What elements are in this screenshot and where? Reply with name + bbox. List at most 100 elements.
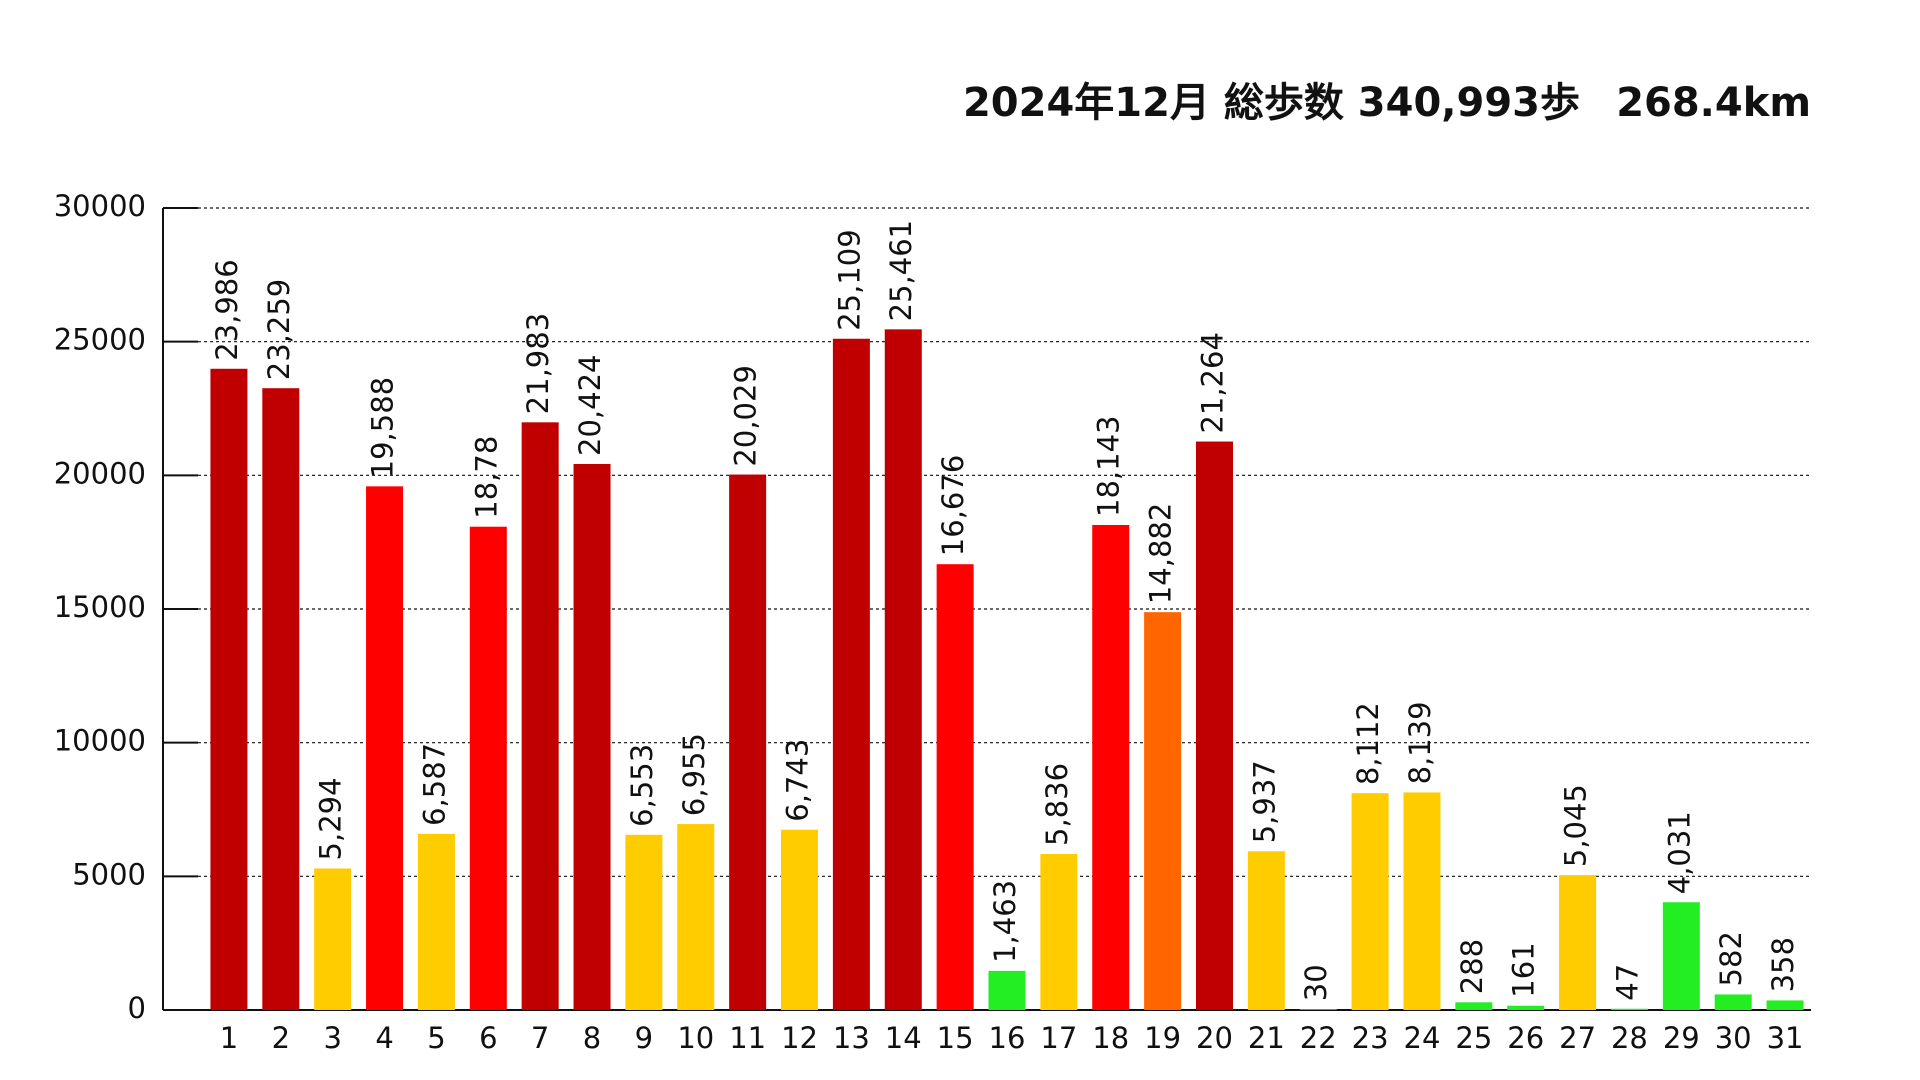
bar	[210, 368, 248, 1010]
bar	[1040, 853, 1078, 1010]
bar	[1610, 1008, 1648, 1010]
bar	[573, 463, 611, 1010]
y-tick-label: 30000	[54, 189, 146, 223]
value-label: 16,676	[936, 455, 970, 556]
value-label: 23,259	[262, 279, 296, 380]
value-label: 5,294	[314, 777, 348, 860]
bar	[936, 564, 974, 1010]
y-tick-label: 10000	[54, 724, 146, 758]
value-label: 8,139	[1403, 701, 1437, 784]
value-label: 6,743	[781, 739, 815, 822]
x-tick-label: 17	[1040, 1021, 1077, 1055]
value-label: 582	[1714, 931, 1748, 986]
x-tick-label: 10	[677, 1021, 714, 1055]
bar	[1351, 793, 1389, 1010]
bar	[1403, 792, 1441, 1010]
bar	[1092, 524, 1130, 1010]
value-label: 288	[1455, 939, 1489, 994]
bar	[1195, 441, 1233, 1011]
chart-subtitle: 268.4km	[1616, 80, 1811, 126]
value-label: 5,836	[1040, 763, 1074, 846]
x-tick-label: 26	[1507, 1021, 1544, 1055]
x-tick-label: 16	[989, 1021, 1026, 1055]
x-tick-label: 12	[781, 1021, 818, 1055]
value-label: 8,112	[1351, 702, 1385, 785]
x-tick-label: 23	[1352, 1021, 1389, 1055]
value-label: 14,882	[1144, 503, 1178, 604]
value-label: 1,463	[988, 880, 1022, 963]
value-label: 6,587	[417, 743, 451, 826]
value-label: 6,955	[677, 733, 711, 816]
value-label: 4,031	[1662, 811, 1696, 894]
value-label: 5,045	[1559, 784, 1593, 867]
x-tick-label: 6	[479, 1021, 497, 1055]
y-tick-label: 0	[128, 991, 146, 1025]
bar	[988, 970, 1026, 1010]
bar	[729, 474, 767, 1010]
value-label: 6,553	[625, 744, 659, 827]
bar	[366, 486, 404, 1010]
x-tick-label: 22	[1300, 1021, 1337, 1055]
value-label: 21,264	[1195, 332, 1229, 433]
bar	[1247, 851, 1285, 1010]
x-tick-label: 5	[427, 1021, 445, 1055]
x-tick-label: 3	[323, 1021, 341, 1055]
value-label: 21,983	[521, 313, 555, 414]
bar	[781, 829, 819, 1010]
bar	[417, 833, 455, 1010]
x-tick-label: 21	[1248, 1021, 1285, 1055]
bar	[1299, 1009, 1337, 1010]
x-tick-label: 2	[272, 1021, 290, 1055]
bar	[1559, 875, 1597, 1010]
x-tick-label: 27	[1559, 1021, 1596, 1055]
value-label: 23,986	[210, 259, 244, 360]
value-label: 5,937	[1247, 760, 1281, 843]
x-tick-label: 1	[220, 1021, 238, 1055]
x-tick-label: 31	[1767, 1021, 1804, 1055]
y-tick-label: 25000	[54, 323, 146, 357]
chart-title: 2024年12月 総歩数 340,993歩	[963, 80, 1580, 126]
x-tick-label: 11	[729, 1021, 766, 1055]
y-tick-label: 15000	[54, 590, 146, 624]
x-tick-label: 25	[1455, 1021, 1492, 1055]
x-tick-label: 8	[583, 1021, 601, 1055]
value-label: 20,424	[573, 355, 607, 456]
x-tick-label: 28	[1611, 1021, 1648, 1055]
x-tick-label: 13	[833, 1021, 870, 1055]
bar	[677, 824, 715, 1010]
x-tick-label: 24	[1404, 1021, 1441, 1055]
x-tick-label: 4	[375, 1021, 393, 1055]
bar	[1714, 994, 1752, 1010]
bar	[1144, 612, 1182, 1010]
value-label: 25,109	[832, 229, 866, 330]
x-tick-label: 9	[635, 1021, 653, 1055]
bar	[262, 388, 300, 1010]
value-label: 161	[1507, 942, 1541, 997]
value-label: 18,143	[1092, 415, 1126, 516]
bar	[469, 526, 507, 1010]
bar	[625, 834, 663, 1010]
bar	[1662, 902, 1700, 1010]
bar	[1455, 1002, 1493, 1010]
value-label: 30	[1299, 964, 1333, 1001]
value-label: 20,029	[729, 365, 763, 466]
x-tick-label: 20	[1196, 1021, 1233, 1055]
bar	[884, 329, 922, 1010]
value-label: 358	[1766, 937, 1800, 992]
bar	[832, 338, 870, 1010]
x-tick-label: 30	[1715, 1021, 1752, 1055]
y-tick-label: 20000	[54, 456, 146, 490]
value-label: 19,588	[366, 377, 400, 478]
value-label: 18,78	[469, 436, 503, 519]
bar	[314, 868, 352, 1010]
bar	[521, 422, 559, 1010]
x-tick-label: 18	[1092, 1021, 1129, 1055]
x-tick-label: 19	[1144, 1021, 1181, 1055]
value-label: 47	[1610, 964, 1644, 1001]
bar	[1766, 1000, 1804, 1010]
x-tick-label: 14	[885, 1021, 922, 1055]
bar	[1507, 1005, 1545, 1010]
x-tick-label: 29	[1663, 1021, 1700, 1055]
